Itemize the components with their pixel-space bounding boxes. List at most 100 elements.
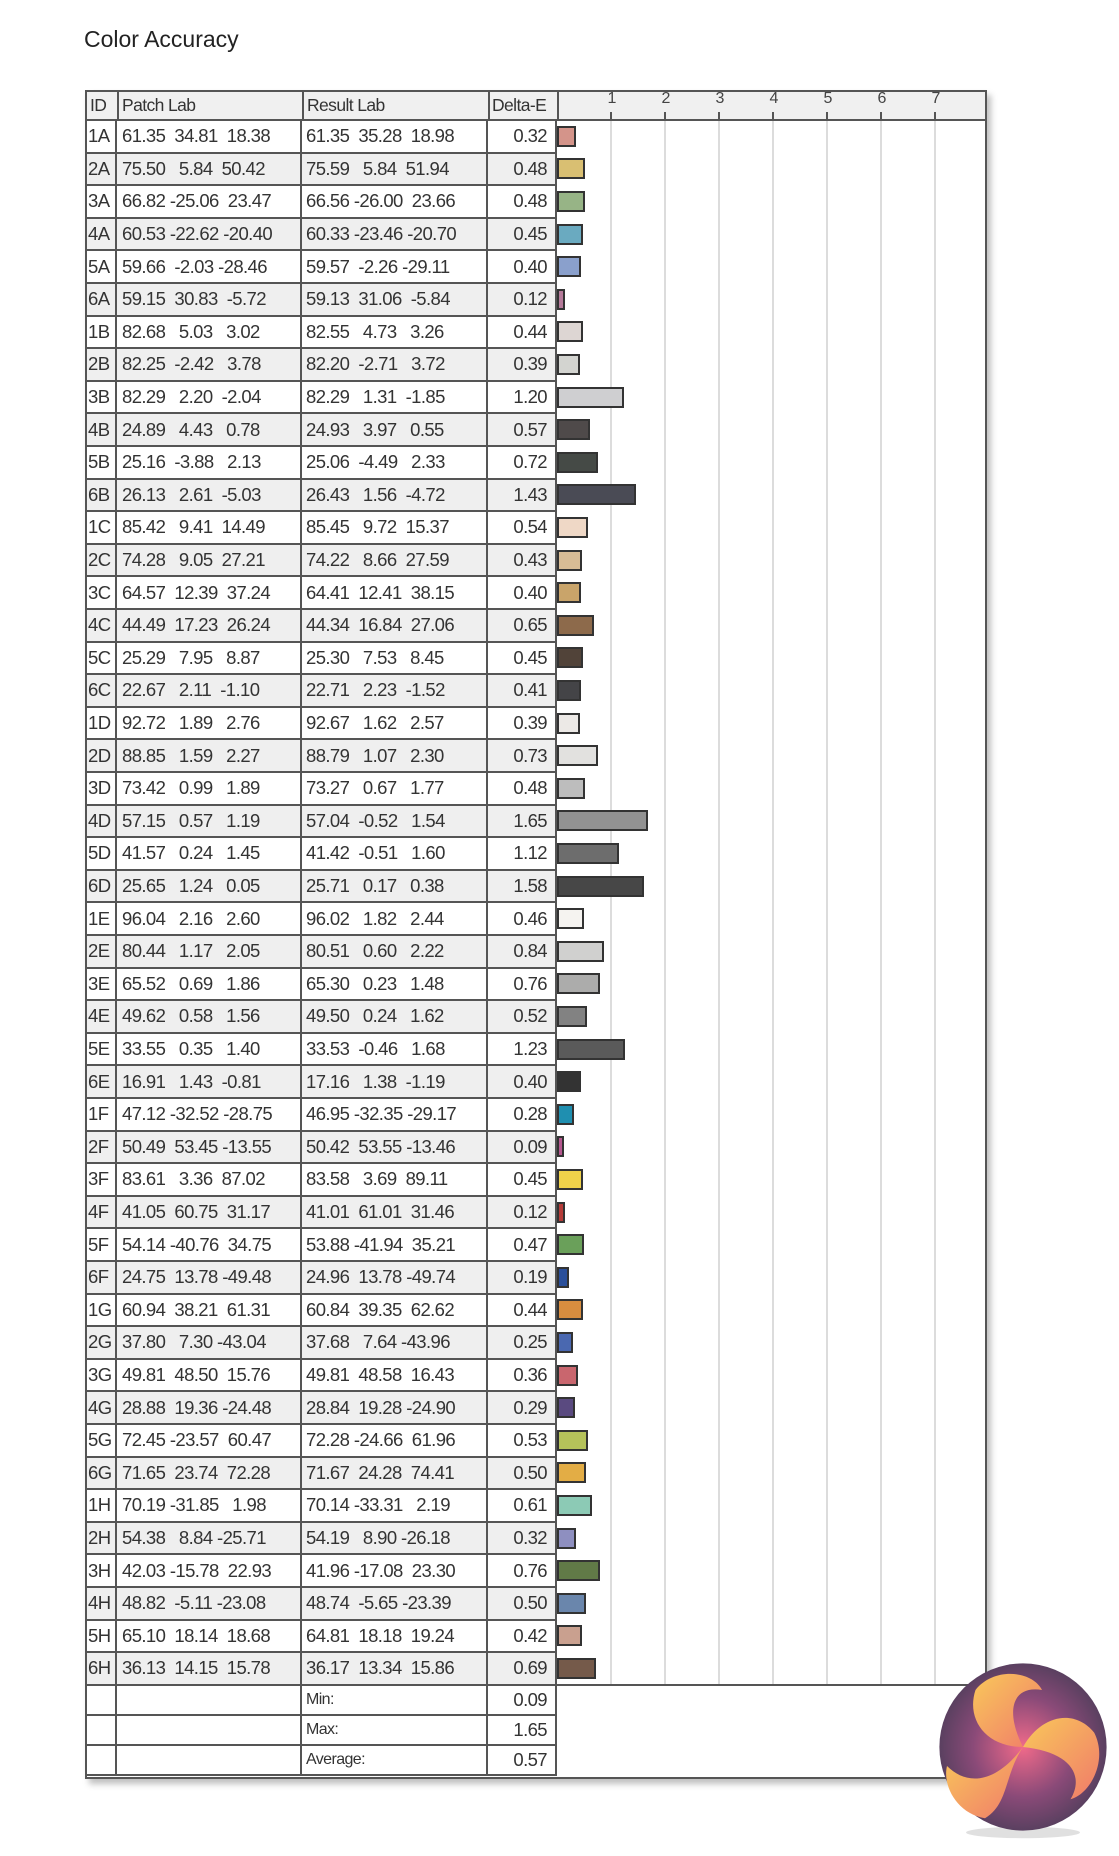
table-row: 2D 88.85 1.59 2.27 88.79 1.07 2.30 0.73	[85, 740, 557, 773]
table-row: 3E 65.52 0.69 1.86 65.30 0.23 1.48 0.76	[85, 968, 557, 1002]
patch-lab: 82.68 5.03 3.02	[117, 316, 302, 348]
table-row: 4B 24.89 4.43 0.78 24.93 3.97 0.55 0.57	[85, 414, 557, 447]
axis-tick-label: 2	[661, 90, 671, 107]
patch-id: 2E	[85, 936, 117, 967]
table-header: ID Patch Lab Result Lab Delta-E	[85, 90, 987, 121]
delta-e-value: 0.52	[488, 1001, 557, 1032]
bar-1H	[557, 1495, 592, 1516]
result-lab: 92.67 1.62 2.57	[302, 707, 488, 739]
bar-5G	[557, 1429, 588, 1451]
result-lab: 41.42 -0.51 1.60	[302, 838, 488, 869]
bar-5D	[557, 843, 620, 864]
bar-1G	[557, 1299, 583, 1321]
delta-e-value: 1.43	[488, 479, 557, 511]
result-lab: 25.30 7.53 8.45	[302, 642, 488, 674]
table-row: 5D 41.57 0.24 1.45 41.42 -0.51 1.60 1.12	[85, 838, 557, 871]
bar-6A	[557, 288, 566, 310]
bar-3E	[557, 973, 601, 995]
patch-id: 2B	[85, 349, 117, 380]
patch-id: 1A	[85, 121, 117, 152]
patch-id: 5F	[85, 1229, 117, 1260]
patch-lab: 65.10 18.14 18.68	[117, 1620, 302, 1652]
patch-lab: 33.55 0.35 1.40	[117, 1033, 302, 1065]
axis-tick	[934, 112, 936, 121]
grid-line	[718, 121, 720, 1684]
patch-id: 1G	[85, 1294, 117, 1326]
delta-e-value: 0.32	[488, 1522, 557, 1554]
delta-e-value: 0.40	[488, 251, 557, 282]
table-row: 6F 24.75 13.78 -49.48 24.96 13.78 -49.74 0.…	[85, 1262, 557, 1295]
bar-4D	[557, 810, 649, 832]
table-row: 1C 85.42 9.41 14.49 85.45 9.72 15.37 0.54	[85, 512, 557, 545]
patch-id: 4B	[85, 414, 117, 445]
delta-e-value: 1.12	[488, 838, 557, 869]
patch-lab: 70.19 -31.85 1.98	[117, 1490, 302, 1521]
patch-lab: 60.53 -22.62 -20.40	[117, 218, 302, 250]
table-row: 6A 59.15 30.83 -5.72 59.13 31.06 -5.84 0.12	[85, 284, 557, 317]
result-lab: 65.30 0.23 1.48	[302, 968, 488, 1000]
bar-3C	[557, 582, 581, 604]
result-lab: 59.13 31.06 -5.84	[302, 284, 488, 315]
result-lab: 17.16 1.38 -1.19	[302, 1066, 488, 1097]
result-lab: 57.04 -0.52 1.54	[302, 805, 488, 837]
patch-id: 6E	[85, 1066, 117, 1097]
patch-id: 1C	[85, 512, 117, 543]
delta-e-value: 0.39	[488, 349, 557, 380]
bar-6B	[557, 484, 637, 506]
result-lab: 80.51 0.60 2.22	[302, 936, 488, 967]
delta-e-value: 1.23	[488, 1033, 557, 1065]
summary-patch-empty	[117, 1715, 302, 1744]
patch-id: 3C	[85, 577, 117, 608]
delta-e-value: 0.29	[488, 1392, 557, 1423]
patch-id: 3E	[85, 968, 117, 1000]
summary-value: 1.65	[488, 1715, 557, 1744]
bar-4E	[557, 1006, 588, 1027]
patch-id: 1D	[85, 707, 117, 739]
delta-e-value: 0.48	[488, 773, 557, 804]
patch-id: 4C	[85, 610, 117, 641]
patch-lab: 83.61 3.36 87.02	[117, 1164, 302, 1195]
bar-2F	[557, 1136, 564, 1158]
delta-e-value: 0.69	[488, 1653, 557, 1684]
patch-lab: 47.12 -32.52 -28.75	[117, 1099, 302, 1130]
table-row: 1G 60.94 38.21 61.31 60.84 39.35 62.62 0.44	[85, 1294, 557, 1328]
result-lab: 25.06 -4.49 2.33	[302, 447, 488, 478]
delta-e-value: 0.84	[488, 936, 557, 967]
grid-line	[934, 121, 936, 1684]
patch-id: 3B	[85, 381, 117, 413]
delta-e-value: 1.58	[488, 870, 557, 902]
bar-1B	[557, 321, 583, 343]
table-row: 1B 82.68 5.03 3.02 82.55 4.73 3.26 0.44	[85, 316, 557, 350]
patch-id: 6C	[85, 675, 117, 706]
patch-id: 5A	[85, 251, 117, 282]
bar-5A	[557, 256, 581, 278]
bar-3F	[557, 1169, 584, 1190]
table-row: 6C 22.67 2.11 -1.10 22.71 2.23 -1.52 0.41	[85, 675, 557, 708]
grid-line	[610, 121, 612, 1684]
table-row: 2G 37.80 7.30 -43.04 37.68 7.64 -43.96 0.25	[85, 1327, 557, 1360]
result-lab: 36.17 13.34 15.86	[302, 1653, 488, 1684]
summary-patch-empty	[117, 1745, 302, 1774]
page-title: Color Accuracy	[84, 26, 239, 52]
bar-1A	[557, 125, 577, 147]
axis-tick	[826, 112, 828, 121]
delta-e-value: 0.44	[488, 316, 557, 348]
delta-e-value: 0.44	[488, 1294, 557, 1326]
result-lab: 44.34 16.84 27.06	[302, 610, 488, 641]
table-row: 5F 54.14 -40.76 34.75 53.88 -41.94 35.21 0.…	[85, 1229, 557, 1262]
delta-e-value: 0.76	[488, 1555, 557, 1586]
patch-id: 4G	[85, 1392, 117, 1423]
summary-value: 0.09	[488, 1685, 557, 1714]
result-lab: 70.14 -33.31 2.19	[302, 1490, 488, 1521]
delta-e-value: 0.65	[488, 610, 557, 641]
result-lab: 74.22 8.66 27.59	[302, 544, 488, 576]
axis-tick-label: 4	[769, 90, 779, 107]
patch-lab: 48.82 -5.11 -23.08	[117, 1588, 302, 1619]
patch-lab: 82.25 -2.42 3.78	[117, 349, 302, 380]
patch-id: 5E	[85, 1033, 117, 1065]
bar-6E	[557, 1071, 581, 1093]
result-lab: 53.88 -41.94 35.21	[302, 1229, 488, 1260]
bar-3D	[557, 777, 585, 799]
axis-tick-label: 3	[715, 90, 725, 107]
bar-2A	[557, 158, 585, 180]
